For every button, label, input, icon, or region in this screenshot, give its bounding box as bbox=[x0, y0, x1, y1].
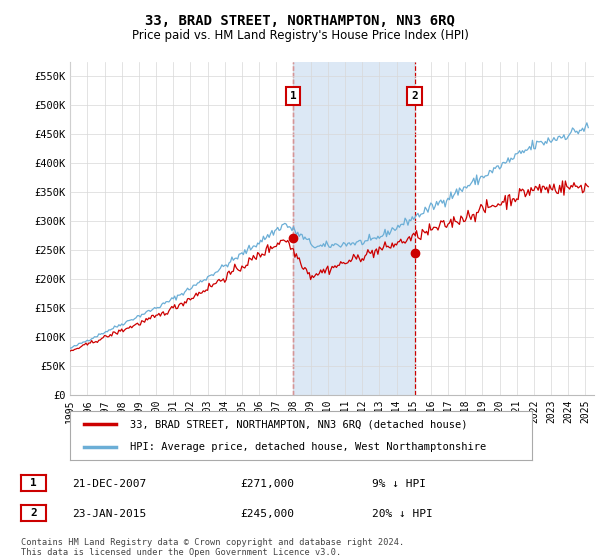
Text: 33, BRAD STREET, NORTHAMPTON, NN3 6RQ (detached house): 33, BRAD STREET, NORTHAMPTON, NN3 6RQ (d… bbox=[130, 419, 468, 430]
Text: £271,000: £271,000 bbox=[240, 479, 294, 489]
Text: 2: 2 bbox=[30, 508, 37, 518]
Text: 33, BRAD STREET, NORTHAMPTON, NN3 6RQ: 33, BRAD STREET, NORTHAMPTON, NN3 6RQ bbox=[145, 14, 455, 28]
Text: 21-DEC-2007: 21-DEC-2007 bbox=[72, 479, 146, 489]
Text: 23-JAN-2015: 23-JAN-2015 bbox=[72, 509, 146, 519]
Text: 2: 2 bbox=[412, 91, 418, 101]
Text: HPI: Average price, detached house, West Northamptonshire: HPI: Average price, detached house, West… bbox=[130, 442, 487, 452]
Text: 20% ↓ HPI: 20% ↓ HPI bbox=[372, 509, 433, 519]
Text: Price paid vs. HM Land Registry's House Price Index (HPI): Price paid vs. HM Land Registry's House … bbox=[131, 29, 469, 42]
Bar bbox=[293, 62, 415, 395]
Text: 1: 1 bbox=[290, 91, 296, 101]
Text: Contains HM Land Registry data © Crown copyright and database right 2024.
This d: Contains HM Land Registry data © Crown c… bbox=[21, 538, 404, 557]
Text: 1: 1 bbox=[30, 478, 37, 488]
Text: 9% ↓ HPI: 9% ↓ HPI bbox=[372, 479, 426, 489]
Text: £245,000: £245,000 bbox=[240, 509, 294, 519]
